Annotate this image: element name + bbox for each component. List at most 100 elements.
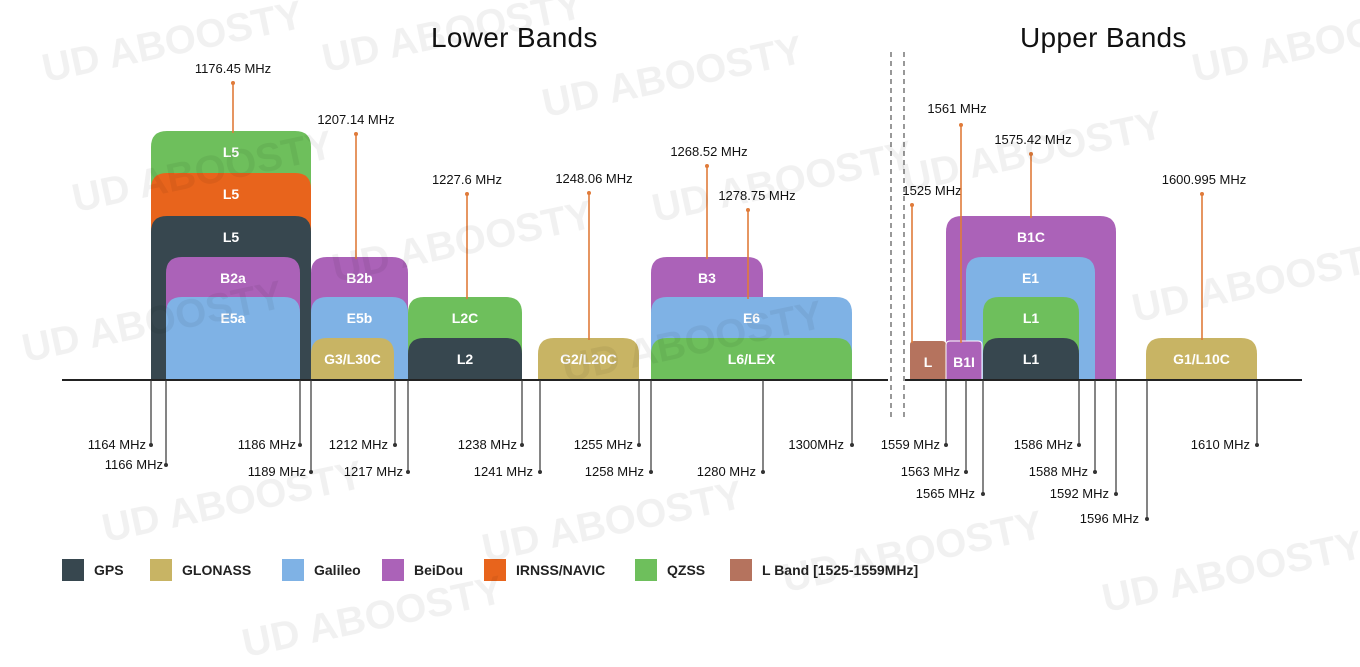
- edge-frequency-1189-mhz: 1189 MHz: [248, 380, 313, 479]
- legend-item-beidou: BeiDou: [382, 558, 463, 582]
- edge-frequency-label: 1258 MHz: [585, 464, 644, 479]
- edge-frequency-1258-mhz: 1258 MHz: [585, 380, 653, 479]
- band-g3-l30c-glonass: G3/L30C: [311, 338, 394, 380]
- legend-swatch: [730, 559, 752, 581]
- edge-frequency-label: 1300MHz: [788, 437, 844, 452]
- edge-frequency-1280-mhz: 1280 MHz: [697, 380, 765, 479]
- center-frequency-1207-14-mhz: 1207.14 MHz: [317, 112, 395, 259]
- edge-frequency-label: 1563 MHz: [901, 464, 960, 479]
- band-label: G3/L30C: [324, 351, 381, 367]
- legend-swatch: [150, 559, 172, 581]
- center-frequency-1525-mhz: 1525 MHz: [902, 183, 962, 343]
- band-label: L2C: [452, 310, 478, 326]
- band-l6-lex-qzss: L6/LEX: [651, 338, 852, 380]
- edge-frequency-1586-mhz: 1586 MHz: [1014, 380, 1081, 452]
- upper-bands-title: Upper Bands: [1020, 22, 1187, 53]
- band-label: G2/L20C: [560, 351, 617, 367]
- legend-label: GLONASS: [182, 562, 252, 578]
- edge-frequency-1255-mhz: 1255 MHz: [574, 380, 641, 452]
- edge-frequency-label: 1588 MHz: [1029, 464, 1088, 479]
- center-frequency-label: 1227.6 MHz: [432, 172, 502, 187]
- band-b1i-beidou: B1I: [945, 340, 983, 381]
- lower-bands-title: Lower Bands: [431, 22, 598, 53]
- band-label: L6/LEX: [728, 351, 776, 367]
- band-l2-gps: L2: [408, 338, 522, 380]
- band-l1-gps: L1: [983, 338, 1079, 380]
- legend-item-gps: GPS: [62, 558, 124, 582]
- center-frequency-label: 1525 MHz: [902, 183, 961, 198]
- edge-frequency-1588-mhz: 1588 MHz: [1029, 380, 1097, 479]
- center-frequency-1248-06-mhz: 1248.06 MHz: [555, 171, 633, 340]
- edge-frequency-label: 1559 MHz: [881, 437, 940, 452]
- center-frequency-label: 1207.14 MHz: [317, 112, 394, 127]
- band-label: E5b: [347, 310, 373, 326]
- band-label: E6: [743, 310, 760, 326]
- edge-frequency-1186-mhz: 1186 MHz: [238, 380, 302, 452]
- center-frequency-label: 1575.42 MHz: [994, 132, 1071, 147]
- center-frequency-label: 1176.45 MHz: [195, 61, 271, 76]
- band-diagram: L5 L5 L5 B1C B2a B2b B3 E1 E5a E5b L2C E6 L1 G3/L30C L…: [62, 52, 1302, 526]
- legend-label: QZSS: [667, 562, 706, 578]
- edge-frequency-label: 1186 MHz: [238, 437, 296, 452]
- edge-frequency-1241-mhz: 1241 MHz: [474, 380, 542, 479]
- edge-frequency-label: 1189 MHz: [248, 464, 306, 479]
- legend-item-glonass: GLONASS: [150, 558, 251, 582]
- center-frequency-1575-42-mhz: 1575.42 MHz: [994, 132, 1072, 218]
- center-frequency-label: 1278.75 MHz: [718, 188, 795, 203]
- band-label: L2: [457, 351, 474, 367]
- band-label: L1: [1023, 310, 1040, 326]
- legend-item-irnss-navic: IRNSS/NAVIC: [484, 558, 605, 582]
- edge-frequency-label: 1565 MHz: [916, 486, 975, 501]
- legend-label: L Band [1525-1559MHz]: [762, 562, 919, 578]
- edge-frequency-label: 1238 MHz: [458, 437, 517, 452]
- legend-swatch: [635, 559, 657, 581]
- edge-frequency-label: 1166 MHz: [105, 457, 163, 472]
- band-label: L1: [1023, 351, 1040, 367]
- band-label: B1C: [1017, 229, 1045, 245]
- legend-swatch: [382, 559, 404, 581]
- legend-label: Galileo: [314, 562, 361, 578]
- band-label: B1I: [953, 354, 975, 370]
- edge-frequency-1238-mhz: 1238 MHz: [458, 380, 524, 452]
- center-frequency-label: 1248.06 MHz: [555, 171, 632, 186]
- band-label: L5: [223, 186, 240, 202]
- band-label: E1: [1022, 270, 1039, 286]
- center-frequency-1268-52-mhz: 1268.52 MHz: [670, 144, 748, 259]
- edge-frequency-label: 1592 MHz: [1050, 486, 1109, 501]
- band-g2-l20c-glonass: G2/L20C: [538, 338, 639, 380]
- band-label: G1/L10C: [1173, 351, 1230, 367]
- band-e5a-galileo: E5a: [166, 297, 300, 380]
- band-g1-l10c-glonass: G1/L10C: [1146, 338, 1257, 380]
- edge-frequency-label: 1212 MHz: [329, 437, 388, 452]
- band-label: B2a: [220, 270, 246, 286]
- edge-frequency-label: 1217 MHz: [344, 464, 403, 479]
- center-frequency-1176-45-mhz: 1176.45 MHz: [195, 61, 271, 133]
- legend-label: GPS: [94, 562, 124, 578]
- band-label: L: [924, 354, 933, 370]
- legend-label: BeiDou: [414, 562, 463, 578]
- edge-frequency-1563-mhz: 1563 MHz: [901, 380, 968, 479]
- band-label: L5: [223, 144, 240, 160]
- legend-item-qzss: QZSS: [635, 558, 705, 582]
- edge-frequency-label: 1610 MHz: [1191, 437, 1250, 452]
- legend-item-l-band-1525-1559mhz: L Band [1525-1559MHz]: [730, 558, 918, 582]
- edge-frequency-1217-mhz: 1217 MHz: [344, 380, 410, 479]
- band-label: L5: [223, 229, 240, 245]
- band-l-l-band: L: [910, 341, 946, 380]
- legend-label: IRNSS/NAVIC: [516, 562, 606, 578]
- edge-frequency-label: 1280 MHz: [697, 464, 756, 479]
- edge-frequency-label: 1596 MHz: [1080, 511, 1139, 526]
- edge-frequency-1592-mhz: 1592 MHz: [1050, 380, 1118, 501]
- edge-frequency-1164-mhz: 1164 MHz: [88, 380, 153, 452]
- edge-frequency-1565-mhz: 1565 MHz: [916, 380, 985, 501]
- legend-swatch: [484, 559, 506, 581]
- legend-swatch: [62, 559, 84, 581]
- edge-frequency-1212-mhz: 1212 MHz: [329, 380, 397, 452]
- edge-frequency-1596-mhz: 1596 MHz: [1080, 380, 1149, 526]
- legend-item-galileo: Galileo: [282, 558, 361, 582]
- center-frequency-label: 1268.52 MHz: [670, 144, 747, 159]
- center-frequency-1227-6-mhz: 1227.6 MHz: [432, 172, 502, 299]
- edge-frequency-1300mhz: 1300MHz: [788, 380, 854, 452]
- edge-frequency-1610-mhz: 1610 MHz: [1191, 380, 1259, 452]
- band-label: B3: [698, 270, 716, 286]
